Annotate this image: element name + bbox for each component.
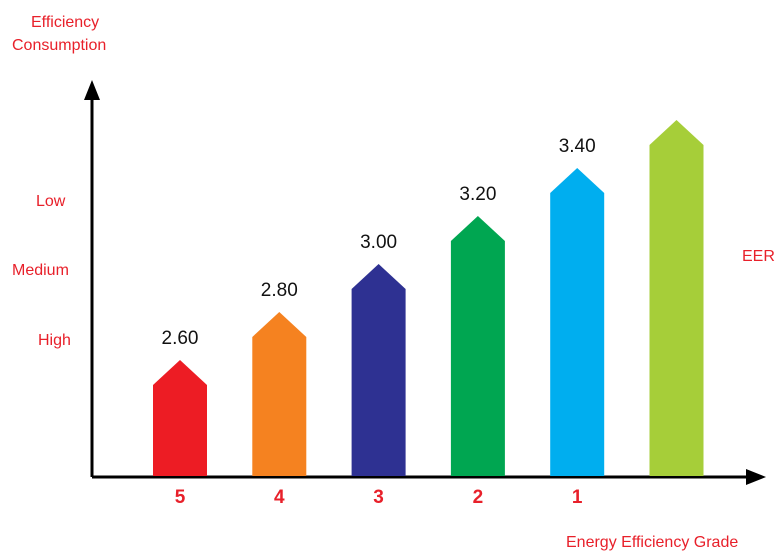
x-axis-arrow [746, 469, 766, 485]
bar-1 [550, 168, 605, 476]
category-label: 4 [274, 487, 285, 508]
value-label: 3.00 [360, 232, 397, 253]
value-label: 3.40 [559, 136, 596, 157]
category-label: 3 [373, 487, 384, 508]
bar-3 [351, 264, 406, 476]
category-label: 1 [572, 487, 583, 508]
bar-4 [252, 312, 307, 476]
bar-2 [450, 216, 505, 476]
level-high-label: High [38, 332, 71, 349]
value-label: 2.80 [261, 280, 298, 301]
bar-5 [153, 360, 207, 476]
value-label: 3.20 [459, 184, 496, 205]
x-axis-title: Energy Efficiency Grade [566, 534, 738, 551]
y-axis-label-line-1: Efficiency [31, 14, 99, 31]
y-axis-label-line-2: Consumption [12, 37, 106, 54]
bars-group: 2.60 5 2.80 4 3.00 3 3.20 2 3.40 1 [153, 120, 704, 508]
eer-label: EER [742, 248, 775, 265]
bar-extra [649, 120, 704, 476]
category-label: 5 [175, 487, 186, 508]
level-medium-label: Medium [12, 262, 69, 279]
value-label: 2.60 [162, 328, 199, 349]
y-axis-arrow [84, 80, 100, 100]
level-low-label: Low [36, 193, 66, 210]
axes [84, 80, 766, 485]
category-label: 2 [473, 487, 484, 508]
